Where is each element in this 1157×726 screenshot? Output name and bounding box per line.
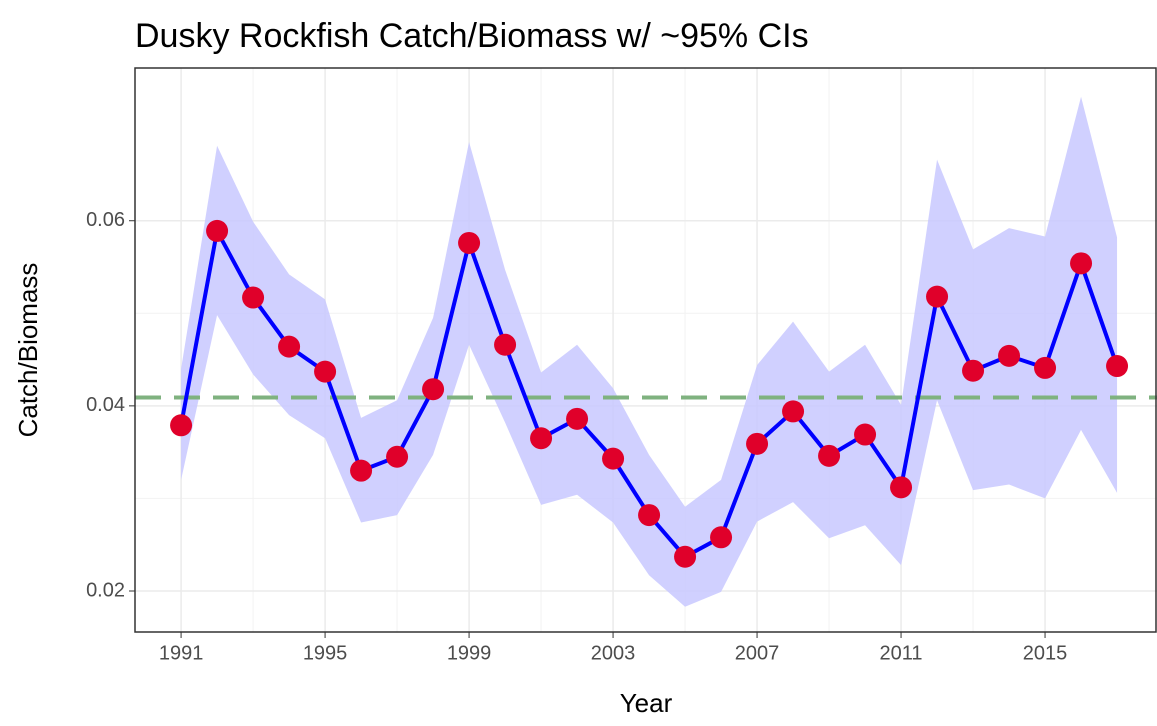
data-point <box>890 476 913 499</box>
y-axis-label: Catch/Biomass <box>13 263 43 438</box>
data-point <box>278 335 301 358</box>
data-point <box>566 407 589 430</box>
data-point <box>494 333 517 356</box>
data-point <box>386 445 409 468</box>
ci-band <box>181 96 1118 607</box>
x-tick-label: 1991 <box>159 642 204 664</box>
y-tick-label: 0.06 <box>86 209 125 231</box>
data-point <box>314 360 337 383</box>
y-tick-label: 0.02 <box>86 579 125 601</box>
data-point <box>422 378 445 401</box>
data-point <box>458 231 481 254</box>
plot-border <box>134 67 1157 633</box>
data-point <box>1106 355 1129 378</box>
data-point <box>350 459 373 482</box>
data-point <box>170 414 193 437</box>
data-point <box>782 400 805 423</box>
data-point <box>242 286 265 309</box>
x-tick-label: 1999 <box>447 642 492 664</box>
data-point <box>962 359 985 382</box>
data-point <box>1034 356 1057 379</box>
data-point <box>998 344 1021 367</box>
x-tick-label: 2003 <box>591 642 636 664</box>
data-point <box>926 285 949 308</box>
data-point <box>674 545 697 568</box>
chart-title: Dusky Rockfish Catch/Biomass w/ ~95% CIs <box>135 17 809 55</box>
x-tick-label: 2007 <box>735 642 780 664</box>
data-point <box>818 444 841 467</box>
data-point <box>746 432 769 455</box>
data-point <box>206 219 229 242</box>
x-axis-label: Year <box>620 688 673 718</box>
data-point <box>602 447 625 470</box>
x-tick-label: 2011 <box>880 642 923 664</box>
data-point <box>710 526 733 549</box>
data-point <box>638 504 661 527</box>
data-point <box>854 423 877 446</box>
data-point <box>1070 252 1093 275</box>
data-point <box>530 427 553 450</box>
y-tick-label: 0.04 <box>86 394 125 416</box>
x-tick-label: 2015 <box>1023 642 1068 664</box>
x-tick-label: 1995 <box>303 642 348 664</box>
